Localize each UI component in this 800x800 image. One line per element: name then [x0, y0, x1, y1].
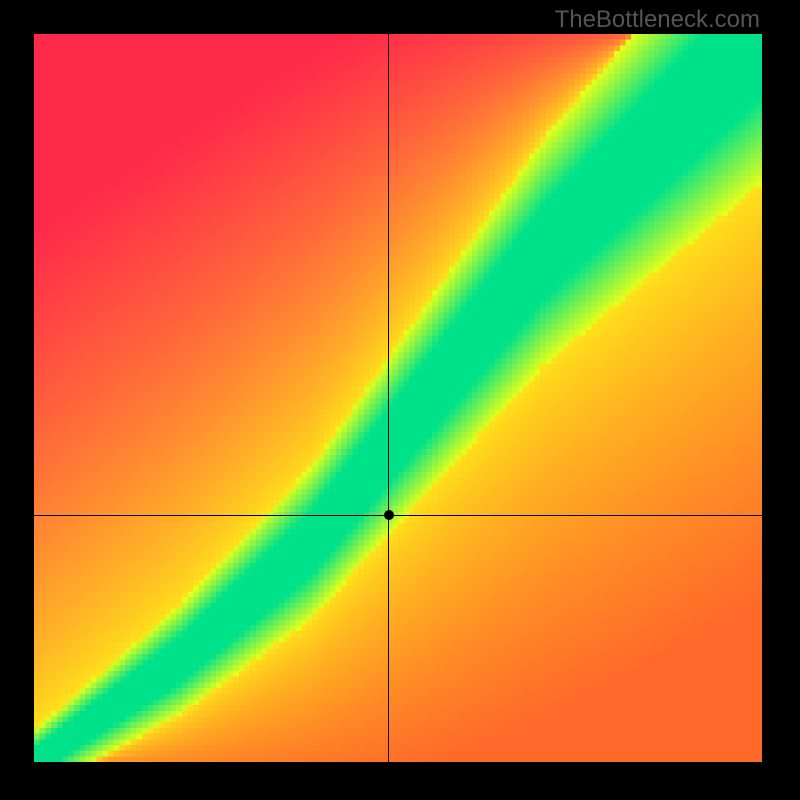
crosshair-horizontal: [34, 515, 762, 516]
crosshair-marker: [384, 510, 394, 520]
crosshair-vertical: [388, 34, 389, 762]
bottleneck-heatmap: [34, 34, 762, 762]
watermark-text: TheBottleneck.com: [555, 6, 760, 34]
